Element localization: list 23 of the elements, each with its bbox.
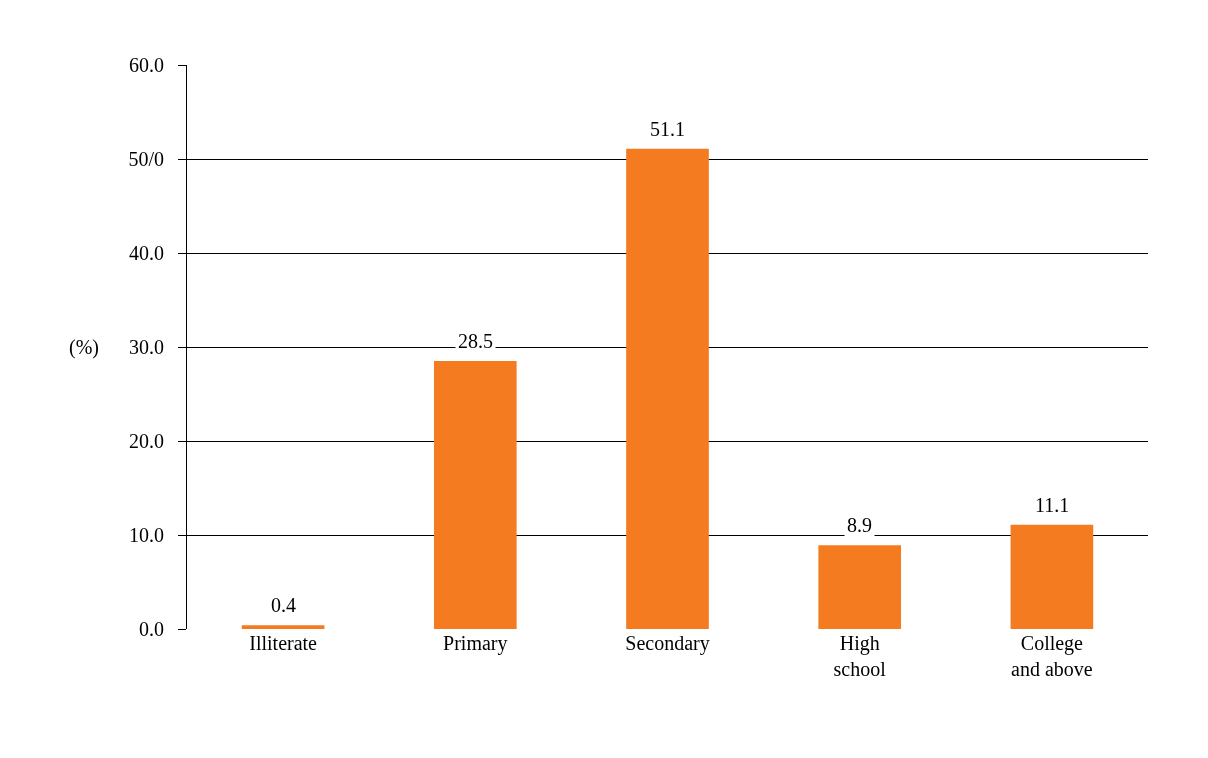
y-tick-label: 50/0 xyxy=(128,148,164,170)
data-label: 0.4 xyxy=(271,594,296,616)
x-tick-label: Secondary xyxy=(625,632,710,655)
x-tick-label: High school xyxy=(833,632,887,680)
bar xyxy=(626,148,709,629)
x-tick-label: Illiterate xyxy=(249,632,318,654)
data-label: 51.1 xyxy=(650,118,685,140)
y-tick-label: 0.0 xyxy=(139,618,164,640)
bar xyxy=(241,625,325,629)
y-axis-title: (%) xyxy=(69,336,99,359)
data-label: 11.1 xyxy=(1035,494,1070,516)
bar xyxy=(433,361,517,629)
data-label: 28.5 xyxy=(458,330,493,352)
y-tick-label: 40.0 xyxy=(129,242,164,264)
bar xyxy=(818,545,902,629)
y-tick-label: 20.0 xyxy=(129,430,164,452)
x-tick-label: Primary xyxy=(443,632,508,655)
data-label: 8.9 xyxy=(847,514,872,536)
bar xyxy=(1010,524,1094,629)
y-tick-label: 10.0 xyxy=(129,524,164,546)
x-tick-label: College and above xyxy=(1011,632,1093,680)
y-tick-label: 30.0 xyxy=(129,336,164,358)
y-tick-label: 60.0 xyxy=(129,54,164,76)
